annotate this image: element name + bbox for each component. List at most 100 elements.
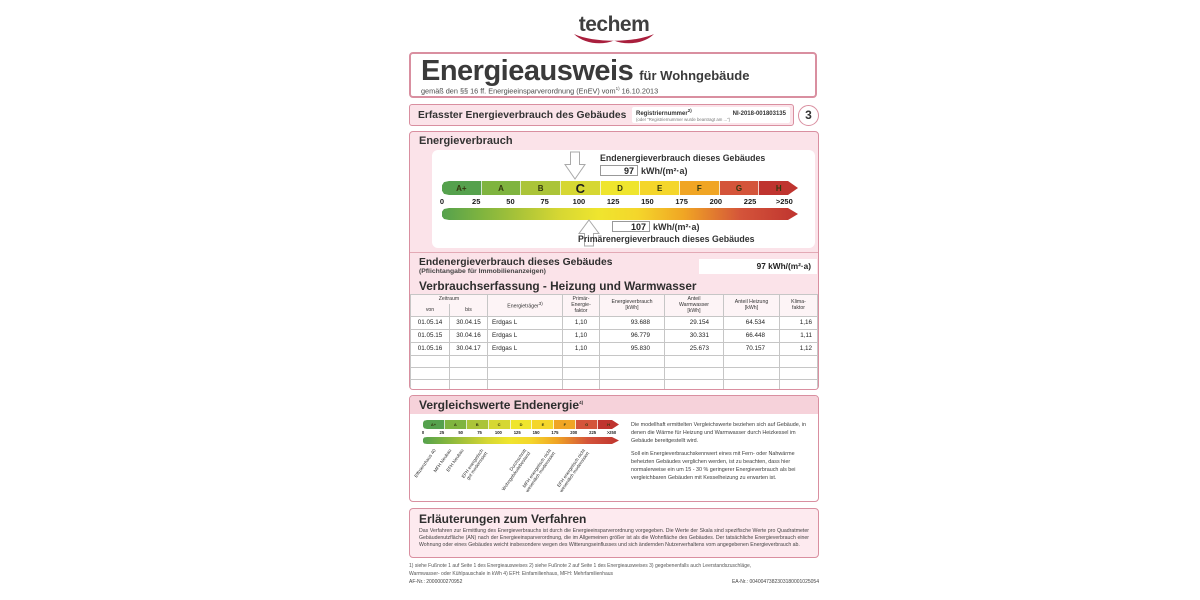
table-cell-empty bbox=[723, 354, 780, 368]
table-cell-empty bbox=[664, 354, 724, 368]
primary-energy-unit: kWh/(m²·a) bbox=[653, 221, 700, 232]
table-cell: 1,11 bbox=[779, 328, 818, 343]
col-anteil-warmwasser: Anteil Warmwasser [kWh] bbox=[664, 294, 724, 317]
subtitle-text: gemäß den §§ 16 ff. Energieeinsparverord… bbox=[421, 86, 616, 96]
col-energieverbrauch: Energieverbrauch [kWh] bbox=[599, 294, 665, 317]
scale-band-g: G bbox=[576, 420, 598, 429]
scale-tick: >250 bbox=[775, 197, 793, 206]
table-cell: 93.688 bbox=[599, 315, 665, 330]
techem-logo: techem bbox=[408, 14, 820, 46]
table-cell-empty bbox=[664, 366, 724, 380]
consumption-table: Zeitraum Energieträger3) Primär- Energie… bbox=[410, 293, 818, 389]
table-cell: 64.534 bbox=[723, 315, 780, 330]
scale-tick: >250 bbox=[606, 430, 617, 435]
scale-band-letter: B bbox=[537, 183, 544, 193]
scale-band-a: A bbox=[482, 181, 522, 195]
techem-logo-inner: techem bbox=[572, 14, 656, 46]
end-energy-unit: kWh/(m²·a) bbox=[641, 165, 688, 176]
scale-band-letter: F bbox=[696, 183, 702, 193]
table-cell-empty bbox=[449, 366, 488, 380]
scale-tick: 175 bbox=[675, 197, 688, 206]
scale-band-h: H bbox=[598, 420, 619, 429]
table-cell-empty bbox=[779, 366, 818, 380]
comparison-scale-bands: A+ A B C D E F G H bbox=[423, 420, 619, 429]
scale-band-letter: E bbox=[541, 422, 545, 427]
scale-band-letter: A+ bbox=[456, 183, 467, 193]
scale-tick: 100 bbox=[494, 430, 502, 435]
scale-tick: 0 bbox=[421, 430, 425, 435]
scale-band-letter: C bbox=[497, 422, 501, 427]
scale-band-e: E bbox=[640, 181, 680, 195]
col-bis: bis bbox=[449, 303, 488, 317]
af-number: AF-Nr.: 2000000270952 bbox=[409, 579, 463, 585]
table-cell: 29.154 bbox=[664, 315, 724, 330]
table-cell: 1,12 bbox=[779, 341, 818, 356]
table-empty-row bbox=[410, 378, 818, 389]
table-cell-empty bbox=[449, 378, 488, 389]
comparison-paragraph-2: Soll ein Energieverbrauchskennwert eines… bbox=[631, 451, 796, 481]
primary-energy-gradient-bar bbox=[442, 208, 798, 220]
scale-band-aplus: A+ bbox=[442, 181, 482, 195]
explanation-title: Erläuterungen zum Verfahren bbox=[419, 512, 587, 526]
end-energy-value-row: 97 kWh/(m²·a) bbox=[600, 165, 688, 176]
primary-energy-value-row: 107 kWh/(m²·a) bbox=[612, 221, 700, 232]
scale-tick: 50 bbox=[506, 197, 515, 206]
table-cell-empty bbox=[599, 366, 665, 380]
table-cell: 70.157 bbox=[723, 341, 780, 356]
energy-scale-ticks: 0 25 50 75 100 125 150 175 200 225 >250 bbox=[439, 197, 798, 206]
scale-band-letter: H bbox=[775, 183, 782, 193]
scale-tick: 25 bbox=[472, 197, 481, 206]
scale-tick: 200 bbox=[570, 430, 578, 435]
comparison-gradient-bar bbox=[423, 437, 619, 444]
consumption-band: Erfasster Energieverbrauch des Gebäudes … bbox=[409, 104, 794, 126]
table-cell-empty bbox=[723, 378, 780, 389]
energy-scale-chart: Endenergieverbrauch dieses Gebäudes 97 k… bbox=[432, 150, 815, 248]
comparison-paragraph-1: Die modellhaft ermittelten Vergleichswer… bbox=[631, 422, 806, 444]
table-cell: 25.673 bbox=[664, 341, 724, 356]
scale-tick: 100 bbox=[572, 197, 586, 206]
table-cell: 30.04.16 bbox=[449, 328, 488, 343]
registration-row: Registriernummer2) NI-2018-001803135 bbox=[636, 108, 786, 117]
table-cell-empty bbox=[562, 366, 600, 380]
comparison-content: A+ A B C D E F G H 0 25 50 75 100 125 150 175 200 225 >250… bbox=[410, 414, 818, 501]
scale-tick: 125 bbox=[513, 430, 521, 435]
comparison-box: Vergleichswerte Endenergie4) A+ A B C D E F G H … bbox=[409, 395, 819, 502]
scale-band-letter: F bbox=[563, 422, 567, 427]
explanation-text: Das Verfahren zur Ermittlung des Energie… bbox=[419, 528, 809, 548]
subtitle-footnote: 1) bbox=[615, 86, 620, 92]
end-energy-marker-arrow-icon bbox=[563, 151, 586, 180]
page-footer: 1) siehe Fußnote 1 auf Seite 1 des Energ… bbox=[409, 563, 819, 587]
col-anteil-heizung: Anteil Heizung [kWh] bbox=[723, 294, 780, 317]
primary-energy-label: Primärenergieverbrauch dieses Gebäudes bbox=[578, 234, 755, 244]
scale-band-letter: A+ bbox=[430, 422, 437, 427]
scale-band-letter: G bbox=[735, 183, 743, 193]
table-cell: 01.05.14 bbox=[410, 315, 450, 330]
scale-band-letter: C bbox=[575, 180, 586, 196]
scale-tick: 125 bbox=[606, 197, 620, 206]
comparison-explanatory-text: Die modellhaft ermittelten Vergleichswer… bbox=[631, 422, 812, 489]
table-cell-empty bbox=[779, 378, 818, 389]
registration-value: NI-2018-001803135 bbox=[732, 111, 786, 117]
table-empty-row bbox=[410, 366, 818, 380]
table-cell: Erdgas L bbox=[487, 328, 563, 343]
table-cell: Erdgas L bbox=[487, 341, 563, 356]
comparison-scale-ticks: 0 25 50 75 100 125 150 175 200 225 >250 bbox=[421, 430, 619, 436]
table-cell-empty bbox=[449, 354, 488, 368]
table-cell-empty bbox=[723, 366, 780, 380]
scale-band-letter: H bbox=[607, 422, 611, 427]
table-cell-empty bbox=[487, 378, 563, 389]
end-energy-summary-sub: (Pflichtangabe für Immobilienanzeigen) bbox=[419, 268, 546, 275]
scale-tick: 25 bbox=[439, 430, 445, 435]
table-cell-empty bbox=[599, 354, 665, 368]
section-title-energieverbrauch: Energieverbrauch bbox=[419, 135, 513, 147]
scale-band-f: F bbox=[554, 420, 576, 429]
registration-label: Registriernummer2) bbox=[636, 108, 692, 117]
table-cell: 30.331 bbox=[664, 328, 724, 343]
table-cell: 01.05.15 bbox=[410, 328, 450, 343]
scale-tick: 200 bbox=[709, 197, 723, 206]
scale-band-letter: B bbox=[475, 422, 479, 427]
col-energietraeger: Energieträger3) bbox=[487, 294, 563, 317]
scale-tick: 0 bbox=[439, 197, 445, 206]
table-cell: 1,10 bbox=[562, 341, 600, 356]
table-cell: 66.448 bbox=[723, 328, 780, 343]
